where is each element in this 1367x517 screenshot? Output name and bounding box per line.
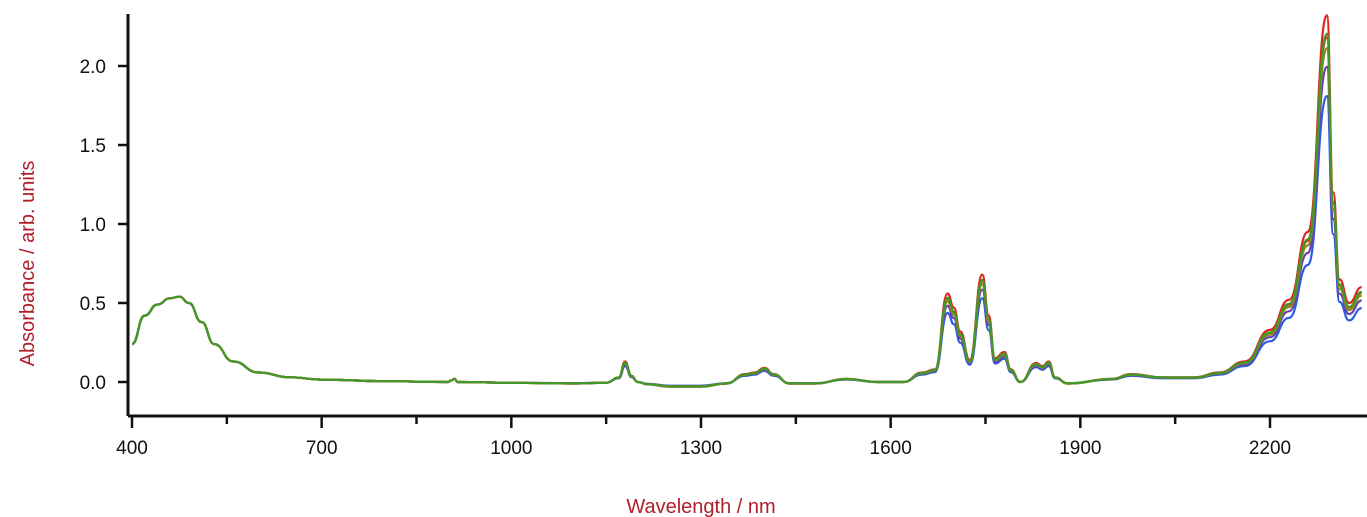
y-tick-label: 0.5 (80, 294, 106, 315)
x-axis-title: Wavelength / nm (626, 496, 775, 517)
y-axis-title: Absorbance / arb. units (17, 161, 39, 367)
y-tick-label: 1.0 (80, 215, 106, 236)
x-tick-label: 400 (116, 438, 148, 459)
y-tick-label: 0.0 (80, 373, 106, 394)
x-tick-label: 2200 (1249, 438, 1291, 459)
x-tick-label: 700 (306, 438, 338, 459)
x-tick-label: 1300 (680, 438, 722, 459)
series-line-3 (131, 14, 1363, 388)
x-tick-label: 1600 (870, 438, 912, 459)
y-tick-label: 2.0 (80, 57, 106, 78)
x-tick-label: 1900 (1059, 438, 1101, 459)
series-line-2 (131, 65, 1362, 388)
series-line-6 (131, 32, 1363, 388)
series-line-1 (131, 95, 1362, 387)
series-line-4 (131, 36, 1362, 388)
series-lines (131, 14, 1363, 388)
x-axis: 400 700 1000 1300 1600 1900 2200 (116, 414, 1367, 459)
series-line-5 (131, 47, 1362, 388)
y-tick-label: 1.5 (80, 136, 106, 157)
y-axis: 0.0 0.5 1.0 1.5 2.0 (80, 14, 130, 416)
x-tick-label: 1000 (490, 438, 532, 459)
